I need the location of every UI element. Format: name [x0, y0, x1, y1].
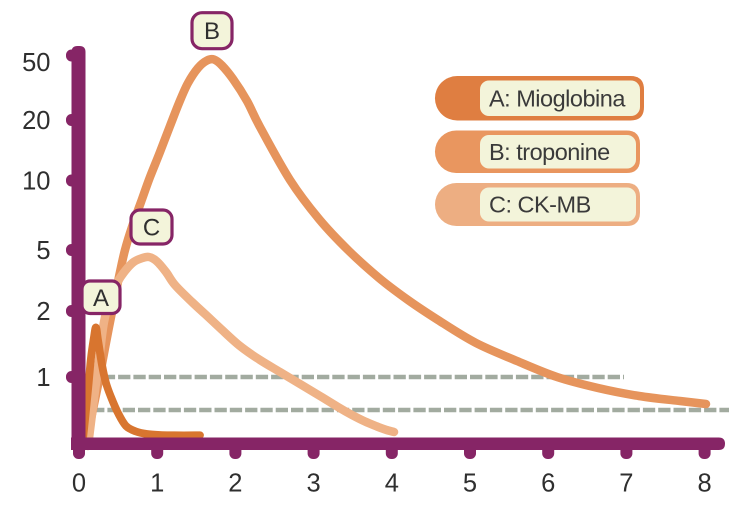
svg-text:0: 0: [72, 470, 86, 498]
svg-text:A: A: [93, 285, 109, 312]
svg-text:B: B: [204, 18, 220, 45]
svg-text:5: 5: [463, 470, 477, 498]
svg-text:5: 5: [36, 237, 50, 265]
svg-text:4: 4: [385, 470, 399, 498]
svg-text:7: 7: [619, 470, 633, 498]
svg-text:C: CK-MB: C: CK-MB: [489, 192, 591, 218]
svg-text:A: Mioglobina: A: Mioglobina: [489, 86, 626, 112]
svg-text:50: 50: [22, 49, 50, 77]
svg-text:3: 3: [307, 470, 321, 498]
svg-text:10: 10: [22, 168, 50, 196]
svg-text:2: 2: [228, 470, 242, 498]
svg-text:2: 2: [36, 298, 50, 326]
svg-text:B: troponine: B: troponine: [489, 139, 610, 165]
svg-text:1: 1: [36, 364, 50, 392]
svg-text:C: C: [143, 215, 160, 242]
svg-text:8: 8: [698, 470, 712, 498]
svg-text:20: 20: [22, 107, 50, 135]
svg-text:1: 1: [150, 470, 164, 498]
svg-text:6: 6: [541, 470, 555, 498]
